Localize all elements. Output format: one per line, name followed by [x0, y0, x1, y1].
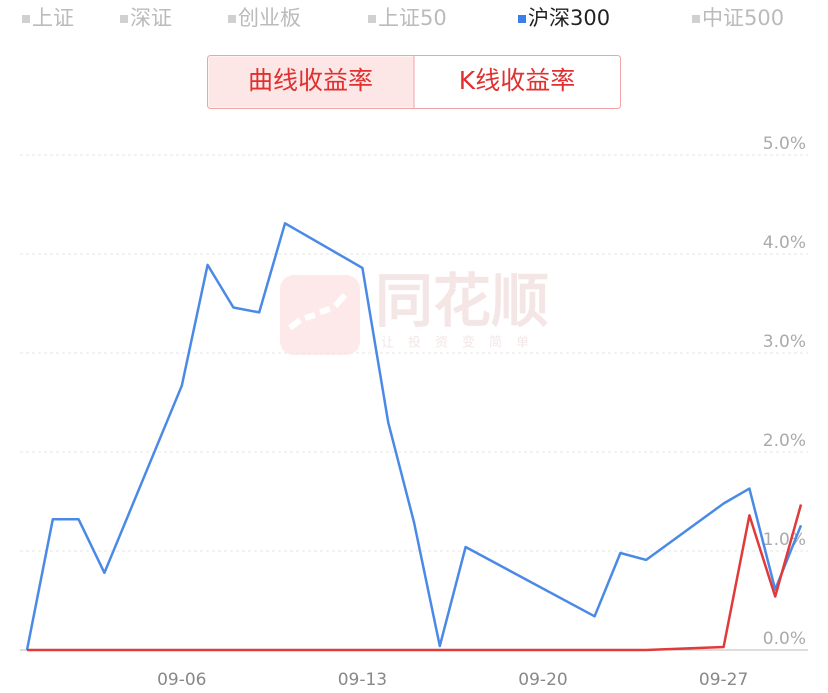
data-line — [25, 222, 803, 651]
tab-marker — [228, 15, 236, 23]
tab-marker — [518, 15, 526, 23]
tab-marker — [692, 15, 700, 23]
tab-marker — [120, 15, 128, 23]
tab[interactable]: 深证 — [130, 6, 172, 30]
x-tick-label: 09-13 — [338, 670, 387, 690]
watermark-slogan: 让投资变简单 — [381, 335, 543, 351]
tab[interactable]: 中证500 — [702, 6, 784, 30]
y-tick-label: 1.0% — [763, 530, 806, 550]
y-tick-label: 5.0% — [763, 134, 806, 154]
watermark: 同花顺 让投资变简单 — [280, 267, 549, 355]
y-tick-label: 3.0% — [763, 332, 806, 352]
tab[interactable]: 上证 — [32, 6, 74, 30]
y-tick-label: 0.0% — [763, 629, 806, 649]
tab[interactable]: 沪深300 — [528, 6, 610, 30]
button-active-bg — [208, 56, 414, 108]
x-tick-label: 09-27 — [699, 670, 748, 690]
watermark-title: 同花顺 — [375, 267, 549, 335]
button[interactable]: K线收益率 — [459, 66, 575, 95]
x-tick-label: 09-06 — [157, 670, 206, 690]
data-line — [27, 504, 803, 652]
tab[interactable]: 上证50 — [378, 6, 447, 30]
button[interactable]: 曲线收益率 — [248, 66, 373, 95]
y-tick-label: 2.0% — [763, 431, 806, 451]
x-tick-label: 09-20 — [518, 670, 567, 690]
tab-marker — [368, 15, 376, 23]
y-tick-label: 4.0% — [763, 233, 806, 253]
tab-marker — [22, 15, 30, 23]
watermark-logo — [280, 275, 360, 355]
tab[interactable]: 创业板 — [238, 6, 301, 30]
